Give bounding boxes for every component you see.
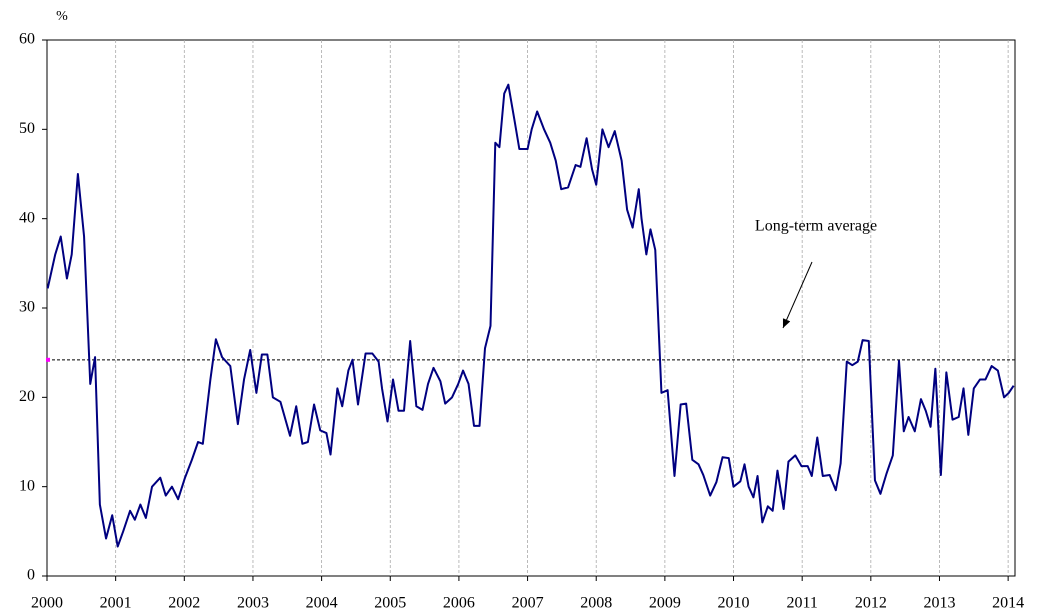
y-axis-label: % xyxy=(56,9,68,24)
plot-frame xyxy=(46,39,1016,577)
data-line xyxy=(46,83,1015,548)
x-tick-label: 2002 xyxy=(168,595,200,612)
x-tick-label: 2009 xyxy=(649,595,681,612)
x-tick-label: 2001 xyxy=(100,595,132,612)
x-tick-label: 2005 xyxy=(374,595,406,612)
x-tick-label: 2010 xyxy=(718,595,750,612)
x-tick-label: 2011 xyxy=(786,595,817,612)
x-tick-label: 2006 xyxy=(443,595,475,612)
y-tick-label: 10 xyxy=(19,477,35,494)
x-tick-label: 2004 xyxy=(306,595,338,612)
x-tick-label: 2012 xyxy=(855,595,887,612)
x-tick-label: 2000 xyxy=(31,595,63,612)
x-tick-label: 2003 xyxy=(237,595,269,612)
annotation: Long-term average xyxy=(755,218,877,235)
x-tick-label: 2007 xyxy=(512,595,544,612)
y-tick-label: 30 xyxy=(19,299,35,316)
x-tick-label: 2008 xyxy=(580,595,612,612)
y-tick-label: 0 xyxy=(27,567,35,584)
y-tick-label: 20 xyxy=(19,388,35,405)
annotation-arrow xyxy=(782,261,813,329)
average-marker xyxy=(46,357,50,362)
y-tick-label: 60 xyxy=(19,31,35,48)
x-tick-label: 2014 xyxy=(992,595,1024,612)
x-tick-label: 2013 xyxy=(923,595,955,612)
y-tick-label: 50 xyxy=(19,120,35,137)
y-tick-label: 40 xyxy=(19,209,35,226)
